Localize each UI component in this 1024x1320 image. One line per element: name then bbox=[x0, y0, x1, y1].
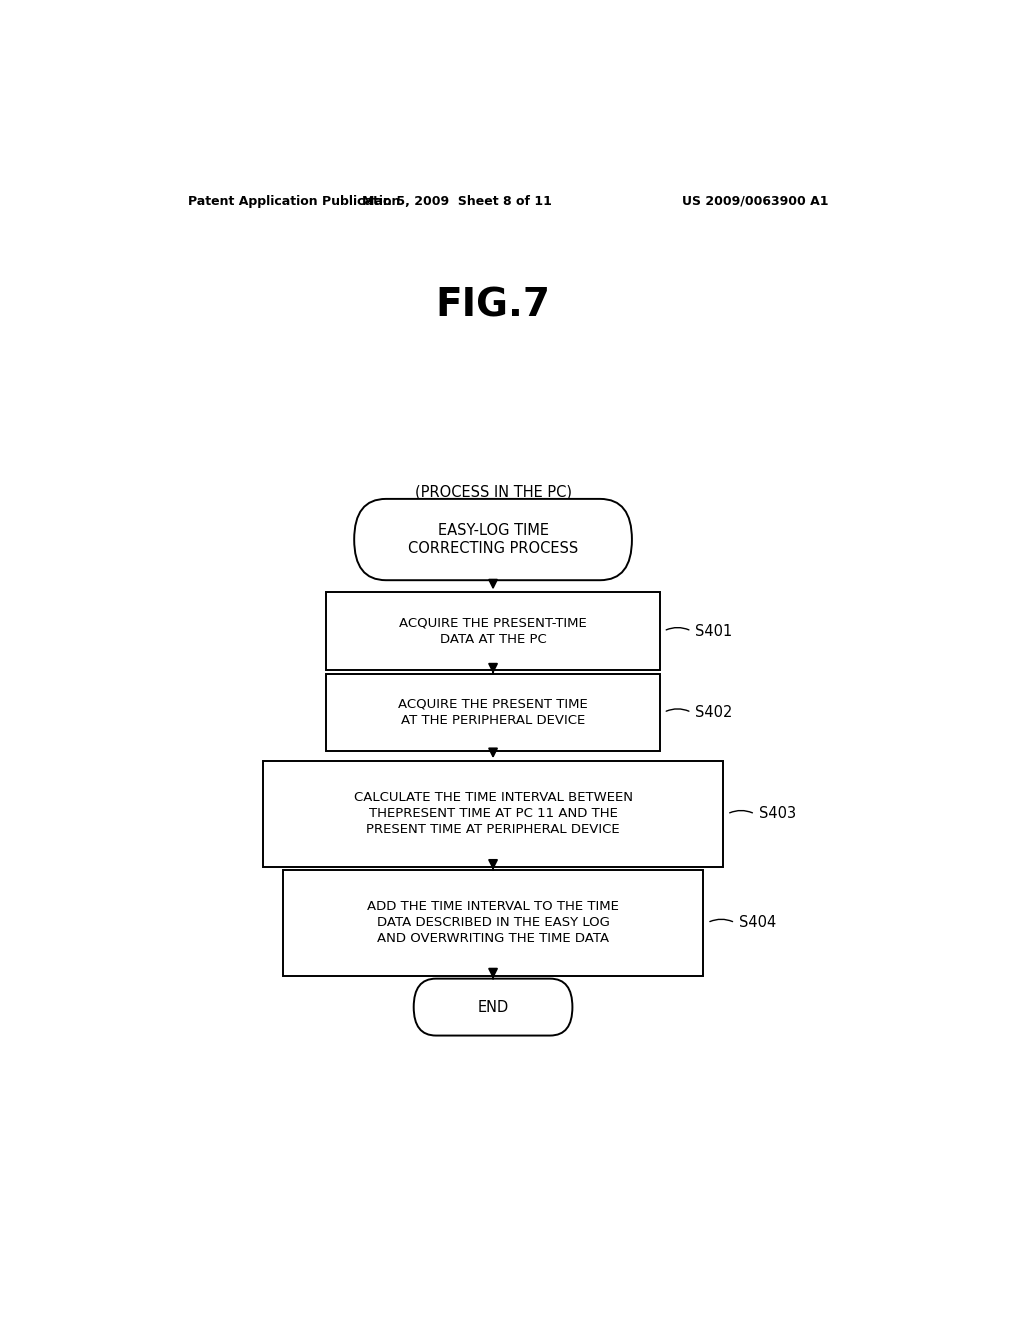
Text: Patent Application Publication: Patent Application Publication bbox=[187, 194, 400, 207]
Bar bbox=[263, 762, 723, 867]
Text: US 2009/0063900 A1: US 2009/0063900 A1 bbox=[682, 194, 828, 207]
Text: Mar. 5, 2009  Sheet 8 of 11: Mar. 5, 2009 Sheet 8 of 11 bbox=[362, 194, 552, 207]
FancyBboxPatch shape bbox=[354, 499, 632, 581]
Text: ACQUIRE THE PRESENT TIME
AT THE PERIPHERAL DEVICE: ACQUIRE THE PRESENT TIME AT THE PERIPHER… bbox=[398, 698, 588, 727]
Bar bbox=[283, 870, 703, 975]
Bar bbox=[327, 673, 659, 751]
Text: ADD THE TIME INTERVAL TO THE TIME
DATA DESCRIBED IN THE EASY LOG
AND OVERWRITING: ADD THE TIME INTERVAL TO THE TIME DATA D… bbox=[368, 900, 618, 945]
Text: CALCULATE THE TIME INTERVAL BETWEEN
THEPRESENT TIME AT PC 11 AND THE
PRESENT TIM: CALCULATE THE TIME INTERVAL BETWEEN THEP… bbox=[353, 792, 633, 837]
Text: (PROCESS IN THE PC): (PROCESS IN THE PC) bbox=[415, 484, 571, 499]
Text: EASY-LOG TIME
CORRECTING PROCESS: EASY-LOG TIME CORRECTING PROCESS bbox=[408, 523, 579, 556]
Bar bbox=[327, 593, 659, 669]
Text: ACQUIRE THE PRESENT-TIME
DATA AT THE PC: ACQUIRE THE PRESENT-TIME DATA AT THE PC bbox=[399, 616, 587, 645]
FancyBboxPatch shape bbox=[414, 978, 572, 1036]
Text: S403: S403 bbox=[759, 807, 796, 821]
Text: S402: S402 bbox=[695, 705, 733, 719]
Text: END: END bbox=[477, 999, 509, 1015]
Text: S404: S404 bbox=[739, 915, 776, 931]
Text: S401: S401 bbox=[695, 623, 733, 639]
Text: FIG.7: FIG.7 bbox=[435, 286, 551, 325]
